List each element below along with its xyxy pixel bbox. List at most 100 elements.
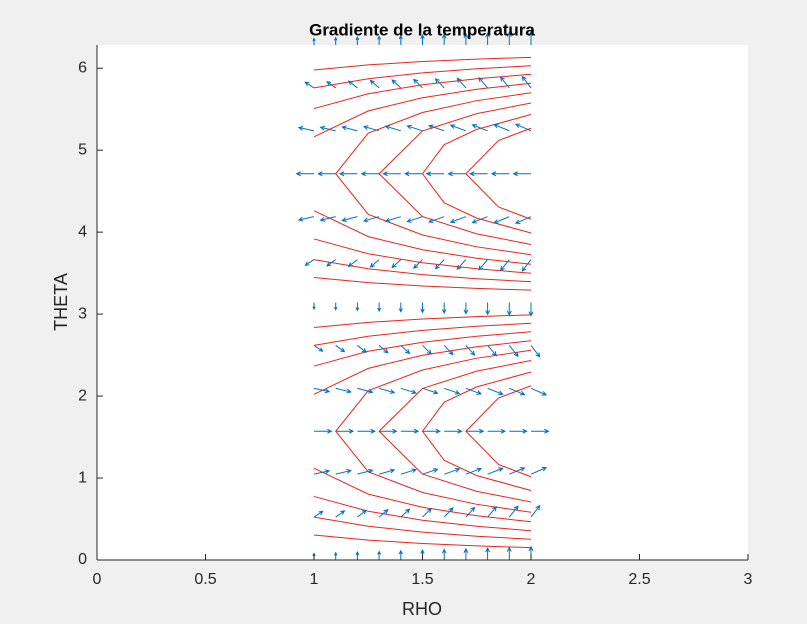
- quiver-arrow: [378, 345, 389, 354]
- quiver-arrow: [509, 387, 526, 396]
- quiver-arrow: [357, 345, 367, 353]
- quiver-arrow: [478, 259, 488, 271]
- quiver-arrow: [312, 302, 316, 311]
- quiver-arrow: [377, 302, 382, 313]
- quiver-arrow: [378, 387, 396, 394]
- quiver-arrow: [313, 345, 324, 352]
- quiver-arrow: [485, 302, 491, 316]
- quiver-arrow: [295, 171, 314, 177]
- quiver-arrow: [487, 467, 504, 475]
- quiver-arrow: [528, 30, 534, 45]
- x-tick-label: 2.5: [628, 571, 650, 588]
- quiver-arrow: [530, 466, 548, 475]
- contour-line: [313, 331, 532, 532]
- quiver-arrow: [521, 75, 532, 89]
- quiver-arrow: [508, 345, 519, 358]
- quiver-arrow: [304, 259, 315, 266]
- x-tick-label: 1: [310, 571, 319, 588]
- quiver-arrow: [333, 302, 338, 311]
- contour-line: [313, 56, 532, 291]
- quiver-arrow: [326, 259, 336, 267]
- quiver-arrow: [508, 505, 519, 518]
- quiver-arrow: [357, 509, 367, 518]
- quiver-arrow: [384, 216, 401, 223]
- quiver-arrow: [443, 507, 454, 518]
- quiver-arrow: [384, 124, 401, 132]
- quiver-arrow: [355, 302, 360, 312]
- x-tick-label: 1.5: [411, 571, 433, 588]
- quiver-arrow: [512, 171, 531, 177]
- x-tick-label: 2: [527, 571, 536, 588]
- quiver-arrow: [335, 428, 355, 434]
- contour-line: [313, 322, 532, 540]
- contour-line: [313, 73, 532, 274]
- quiver-arrow: [400, 387, 417, 395]
- y-tick-label: 1: [78, 469, 87, 486]
- quiver-arrow: [443, 345, 454, 356]
- quiver-arrow: [377, 550, 382, 560]
- quiver-arrow: [509, 428, 528, 434]
- quiver-arrow: [406, 124, 423, 132]
- quiver-arrow: [490, 171, 510, 177]
- quiver-arrow: [465, 467, 483, 475]
- quiver-arrow: [341, 216, 358, 223]
- quiver-arrow: [465, 345, 476, 356]
- quiver-arrow: [360, 171, 380, 177]
- quiver-arrow: [514, 123, 532, 132]
- quiver-arrow: [465, 387, 483, 395]
- quiver-arrow: [506, 546, 512, 560]
- quiver-arrow: [369, 79, 380, 89]
- y-tick-label: 3: [78, 305, 87, 322]
- contour-line: [313, 314, 532, 549]
- quiver-arrow: [319, 216, 336, 222]
- contour-line: [313, 340, 532, 523]
- quiver-arrow: [471, 124, 488, 132]
- quiver-arrow: [326, 81, 336, 89]
- quiver-arrow: [530, 504, 541, 518]
- quiver-arrow: [422, 428, 441, 434]
- quiver-arrow: [485, 547, 491, 560]
- quiver-arrow: [378, 508, 389, 518]
- quiver-arrow: [420, 34, 425, 45]
- quiver-arrow: [391, 79, 402, 89]
- quiver-arrow: [357, 387, 374, 394]
- quiver-arrow: [506, 302, 512, 317]
- quiver-arrow: [469, 171, 488, 177]
- quiver-arrow: [463, 547, 469, 560]
- x-tick-label: 3: [744, 571, 753, 588]
- quiver-arrow: [456, 259, 467, 271]
- quiver-arrow: [441, 33, 447, 45]
- quiver-arrow: [391, 259, 402, 269]
- x-axis-label: RHO: [402, 599, 442, 619]
- quiver-arrow: [369, 259, 380, 268]
- y-tick-label: 6: [78, 59, 87, 76]
- quiver-arrow: [514, 216, 532, 224]
- quiver-arrow: [434, 77, 445, 89]
- quiver-arrow: [400, 468, 417, 475]
- quiver-arrow: [463, 302, 469, 315]
- quiver-arrow: [377, 35, 382, 45]
- quiver-arrow: [400, 345, 411, 355]
- quiver-arrow: [362, 125, 380, 132]
- quiver-arrow: [441, 302, 447, 315]
- quiver-arrow: [357, 428, 376, 434]
- quiver-arrow: [297, 125, 315, 132]
- quiver-arrow: [413, 259, 423, 269]
- quiver-arrow: [313, 510, 324, 518]
- quiver-arrow: [422, 387, 439, 395]
- quiver-arrow: [335, 345, 346, 353]
- quiver-arrow: [487, 428, 507, 434]
- quiver-arrow: [355, 551, 360, 560]
- chart-title: Gradiente de la temperatura: [309, 20, 535, 39]
- quiver-arrow: [444, 428, 463, 434]
- quiver-arrow: [297, 216, 315, 222]
- quiver-arrow: [347, 80, 358, 89]
- quiver-arrow: [530, 345, 541, 358]
- quiver-arrow: [428, 124, 445, 132]
- quiver-arrow: [398, 302, 403, 313]
- quiver-arrow: [398, 34, 403, 45]
- quiver-arrow: [333, 36, 338, 45]
- quiver-arrow: [493, 123, 510, 132]
- quiver-arrow: [449, 124, 467, 132]
